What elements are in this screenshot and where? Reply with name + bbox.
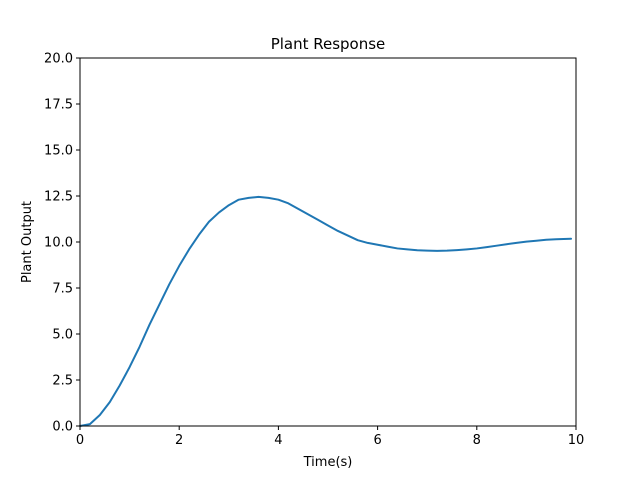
x-tick-label: 10 (568, 433, 585, 448)
plot-area: 0 2 4 6 8 10 0.0 2.5 5.0 7.5 10.0 12.5 15.0 17.5 20.0 (44, 52, 584, 449)
x-tick-label: 2 (175, 433, 183, 448)
series-line-0 (79, 195, 573, 427)
y-tick-label: 7.5 (52, 282, 73, 297)
y-tick-label: 12.5 (44, 190, 73, 205)
y-tick-label: 5.0 (52, 328, 73, 343)
x-tick-label: 8 (473, 433, 481, 448)
x-tick-label: 4 (274, 433, 282, 448)
y-axis-label: Plant Output (20, 201, 35, 283)
x-axis-label: Time(s) (303, 455, 353, 470)
x-tick-label: 0 (76, 433, 84, 448)
chart-title: Plant Response (271, 35, 386, 53)
y-tick-label: 10.0 (44, 236, 73, 251)
plot-frame (79, 57, 577, 427)
y-tick-label: 20.0 (44, 52, 73, 67)
y-tick-label: 0.0 (52, 420, 73, 435)
y-tick-label: 2.5 (52, 374, 73, 389)
y-tick-label: 17.5 (44, 98, 73, 113)
x-tick-label: 6 (373, 433, 381, 448)
y-tick-label: 15.0 (44, 144, 73, 159)
